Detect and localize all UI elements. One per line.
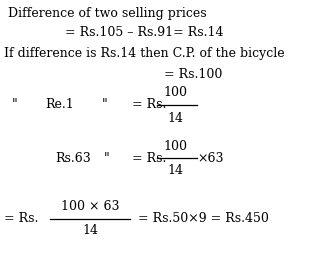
Text: 100 × 63: 100 × 63 [61, 199, 119, 212]
Text: = Rs.: = Rs. [132, 151, 166, 164]
Text: = Rs.100: = Rs.100 [164, 68, 222, 80]
Text: = Rs.105 – Rs.91= Rs.14: = Rs.105 – Rs.91= Rs.14 [65, 27, 223, 39]
Text: = Rs.: = Rs. [4, 212, 38, 226]
Text: ": " [102, 98, 108, 111]
Text: 100: 100 [163, 86, 187, 99]
Text: ": " [12, 98, 18, 111]
Text: Difference of two selling prices: Difference of two selling prices [8, 7, 207, 20]
Text: ×63: ×63 [197, 151, 223, 164]
Text: = Rs.50×9 = Rs.450: = Rs.50×9 = Rs.450 [138, 212, 269, 226]
Text: If difference is Rs.14 then C.P. of the bicycle: If difference is Rs.14 then C.P. of the … [4, 48, 285, 61]
Text: 14: 14 [167, 164, 183, 177]
Text: 14: 14 [82, 224, 98, 238]
Text: = Rs.: = Rs. [132, 98, 166, 111]
Text: ": " [104, 151, 110, 164]
Text: Re.1: Re.1 [45, 98, 74, 111]
Text: 14: 14 [167, 111, 183, 124]
Text: Rs.63: Rs.63 [55, 151, 91, 164]
Text: 100: 100 [163, 139, 187, 152]
